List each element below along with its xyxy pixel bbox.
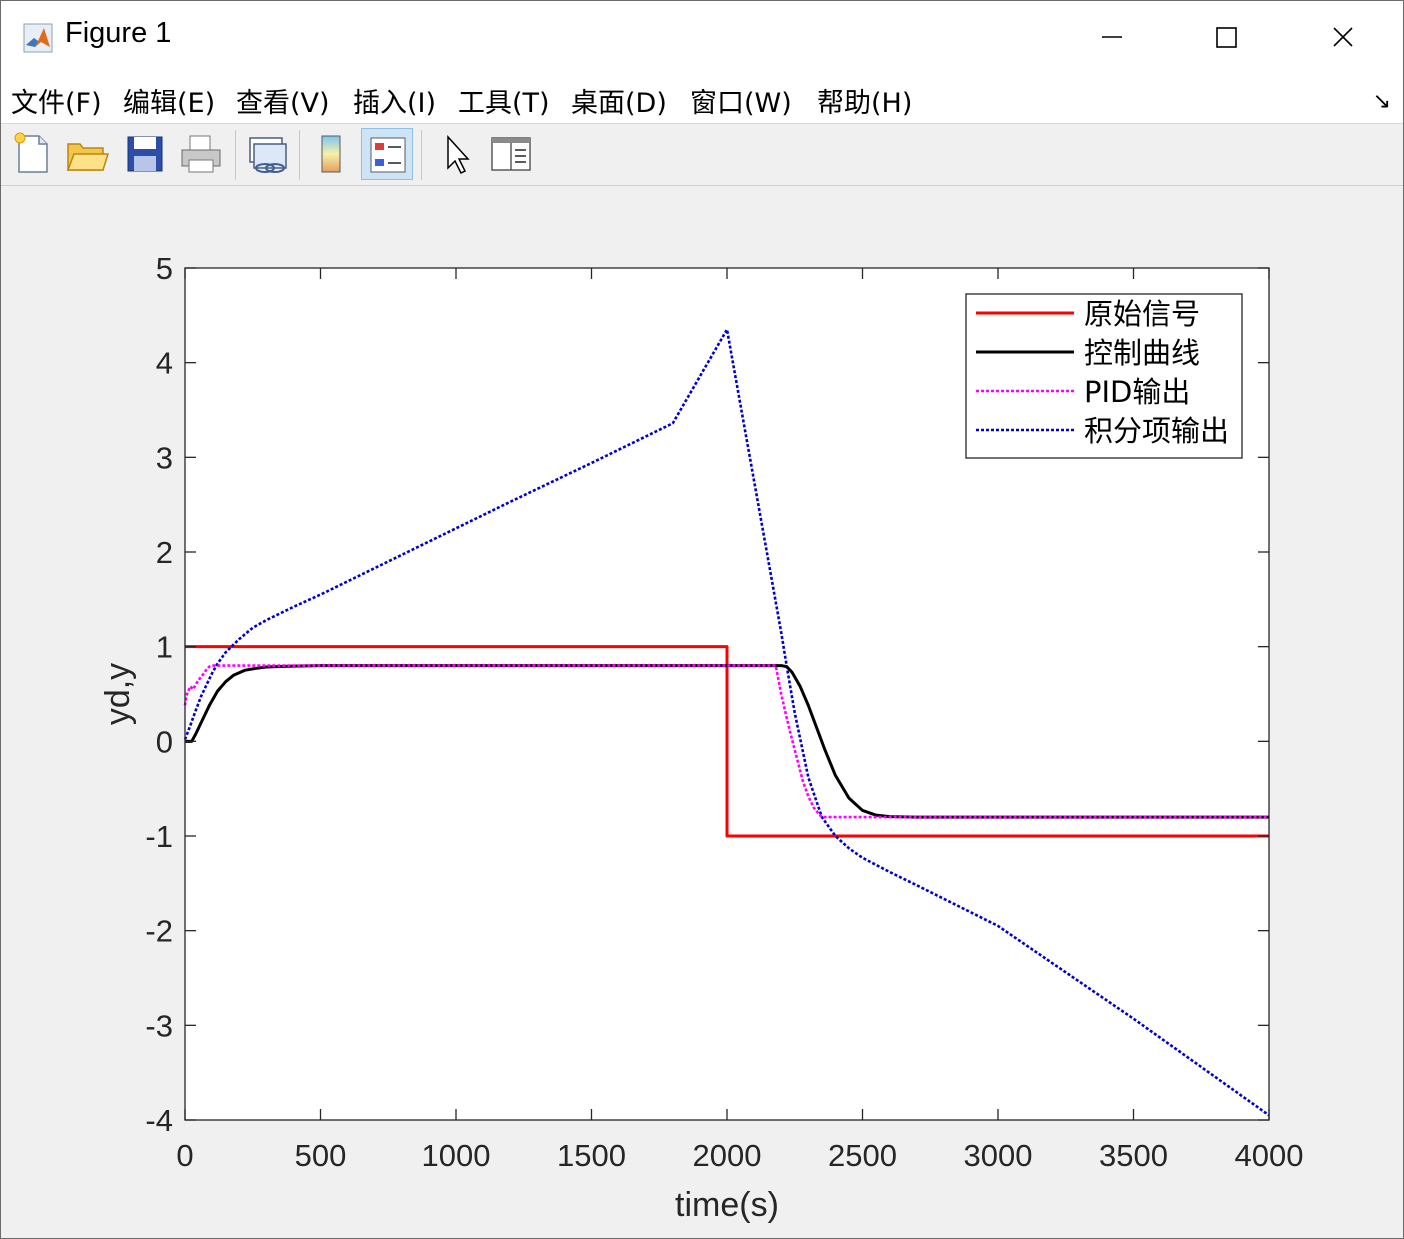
toolbar-separator bbox=[299, 130, 300, 180]
menu-insert[interactable]: 插入(I) bbox=[353, 88, 437, 119]
menu-desktop[interactable]: 桌面(D) bbox=[571, 88, 667, 119]
x-tick-label: 3000 bbox=[964, 1138, 1033, 1173]
y-tick-label: 4 bbox=[156, 346, 173, 381]
title-bar: Figure 1 bbox=[1, 1, 1403, 73]
edit-plot-button[interactable] bbox=[431, 128, 483, 180]
x-tick-label: 0 bbox=[176, 1138, 193, 1173]
legend-entry-label: 原始信号 bbox=[1084, 297, 1200, 331]
open-file-icon bbox=[66, 143, 110, 171]
series-line-0 bbox=[185, 645, 1269, 838]
menu-view[interactable]: 查看(V) bbox=[236, 88, 330, 119]
menu-tools[interactable]: 工具(T) bbox=[458, 88, 550, 119]
insert-colorbar-button[interactable] bbox=[305, 128, 357, 180]
series-layer bbox=[183, 328, 1270, 1117]
y-tick-label: 3 bbox=[156, 440, 173, 475]
minimize-button[interactable] bbox=[1053, 1, 1169, 73]
close-button[interactable] bbox=[1285, 1, 1401, 73]
minimize-icon bbox=[1102, 36, 1122, 38]
x-tick-label: 4000 bbox=[1235, 1138, 1304, 1173]
y-tick-label: -1 bbox=[145, 819, 173, 854]
new-figure-icon bbox=[14, 132, 48, 173]
open-file-button[interactable] bbox=[61, 128, 113, 180]
link-plot-button[interactable] bbox=[241, 128, 293, 180]
x-axis-label: time(s) bbox=[675, 1186, 779, 1224]
x-tick-label: 2500 bbox=[828, 1138, 897, 1173]
link-plot-icon bbox=[249, 137, 287, 173]
menu-help[interactable]: 帮助(H) bbox=[817, 88, 913, 119]
save-icon bbox=[127, 136, 163, 172]
legend-entry-label: 积分项输出 bbox=[1084, 414, 1229, 448]
ticks-layer: 0 500 1000 1500 2000 2500 3000 3500 4000 -4 -3 -2 -1… bbox=[145, 251, 1303, 1173]
window-title: Figure 1 bbox=[65, 17, 172, 49]
maximize-button[interactable] bbox=[1169, 1, 1285, 73]
property-inspector-button[interactable] bbox=[485, 128, 537, 180]
menu-edit[interactable]: 编辑(E) bbox=[123, 88, 216, 119]
pointer-icon bbox=[447, 135, 470, 175]
x-tick-label: 1000 bbox=[422, 1138, 491, 1173]
series-line-3 bbox=[183, 328, 1270, 1117]
tool-bar bbox=[1, 124, 1403, 186]
y-tick-label: 2 bbox=[156, 535, 173, 570]
y-tick-label: 1 bbox=[156, 630, 173, 665]
x-tick-label: 1500 bbox=[557, 1138, 626, 1173]
new-figure-button[interactable] bbox=[7, 128, 59, 180]
y-tick-label: 5 bbox=[156, 251, 173, 286]
y-tick-label: -3 bbox=[145, 1008, 173, 1043]
matlab-logo-icon bbox=[23, 23, 53, 53]
figure-canvas: 0 500 1000 1500 2000 2500 3000 3500 4000 -4 -3 -2 -1… bbox=[1, 186, 1403, 1238]
x-tick-label: 2000 bbox=[693, 1138, 762, 1173]
insert-legend-button[interactable] bbox=[361, 128, 413, 180]
x-tick-label: 3500 bbox=[1099, 1138, 1168, 1173]
maximize-icon bbox=[1216, 27, 1237, 48]
legend-icon bbox=[370, 137, 406, 173]
property-inspector-icon bbox=[491, 137, 531, 171]
y-tick-label: -2 bbox=[145, 914, 173, 949]
toolbar-separator bbox=[235, 130, 236, 180]
series-line-2 bbox=[183, 664, 1269, 819]
toolbar-separator bbox=[421, 130, 422, 180]
y-axis-label: yd,y bbox=[99, 663, 137, 725]
legend-entry-label: 控制曲线 bbox=[1084, 336, 1200, 370]
menu-file[interactable]: 文件(F) bbox=[11, 88, 102, 119]
dock-figure-icon[interactable]: ↘ bbox=[1372, 89, 1391, 114]
y-tick-label: 0 bbox=[156, 724, 173, 759]
legend-entry-label: PID输出 bbox=[1084, 375, 1190, 409]
line-chart[interactable]: 0 500 1000 1500 2000 2500 3000 3500 4000 -4 -3 -2 -1… bbox=[1, 186, 1403, 1238]
x-tick-label: 500 bbox=[295, 1138, 347, 1173]
menu-window[interactable]: 窗口(W) bbox=[690, 88, 792, 119]
close-icon bbox=[1333, 27, 1353, 47]
print-icon bbox=[181, 135, 221, 173]
print-button[interactable] bbox=[175, 128, 227, 180]
y-tick-label: -4 bbox=[145, 1103, 173, 1138]
colorbar-icon bbox=[321, 135, 341, 173]
menu-bar: 文件(F) 编辑(E) 查看(V) 插入(I) 工具(T) 桌面(D) 窗口(W… bbox=[1, 73, 1403, 124]
save-button[interactable] bbox=[119, 128, 171, 180]
